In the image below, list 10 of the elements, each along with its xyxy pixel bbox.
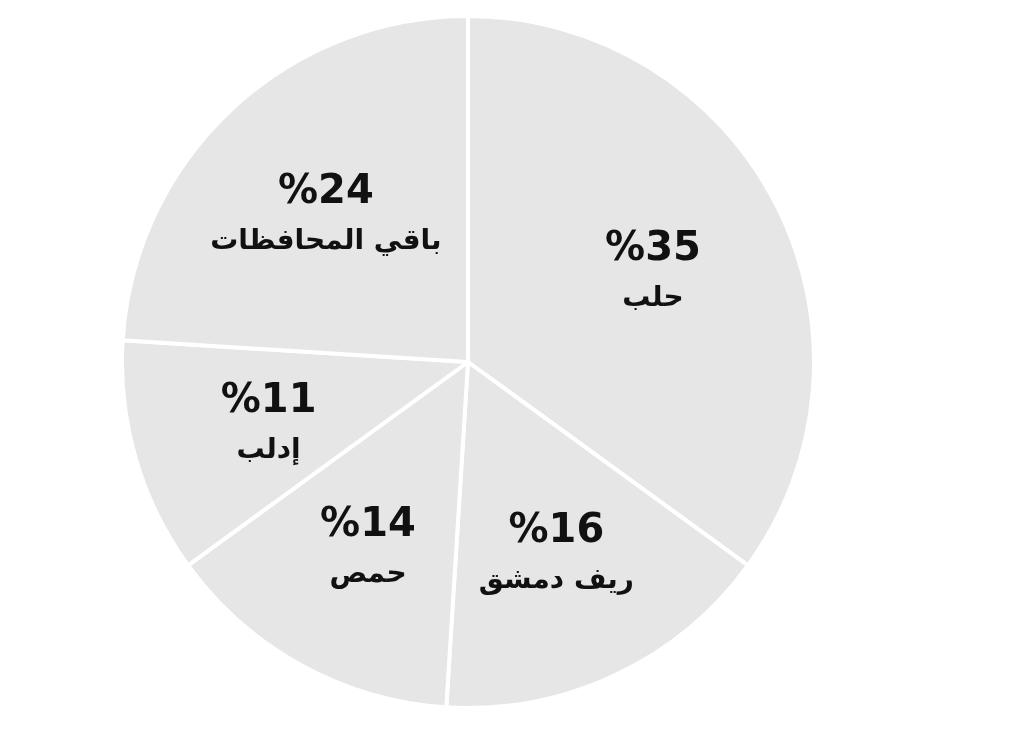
- slice-label: حمص: [329, 555, 407, 589]
- data-label: %16: [508, 504, 605, 551]
- data-label: %35: [605, 222, 701, 269]
- slice-label: ريف دمشق: [478, 561, 634, 595]
- slice-label: إدلب: [236, 431, 301, 466]
- slice-label: حلب: [622, 279, 684, 313]
- slice-label: باقي المحافظات: [210, 222, 442, 256]
- data-label: %24: [278, 165, 374, 212]
- data-label: %14: [320, 498, 416, 545]
- data-label: %11: [220, 374, 317, 421]
